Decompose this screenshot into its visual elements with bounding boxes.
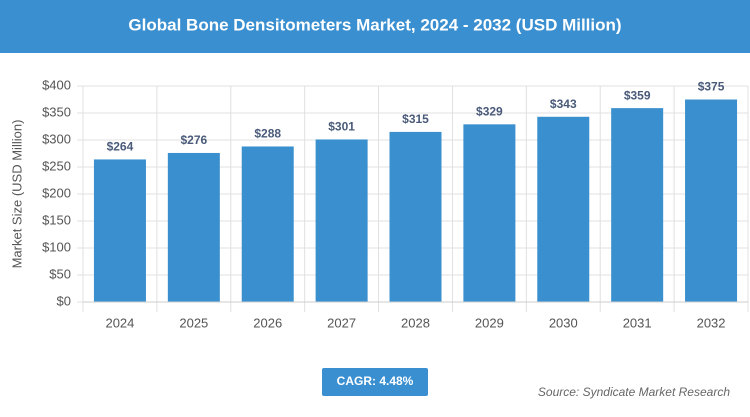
y-tick-label: $250 [42, 158, 71, 173]
title-banner [0, 0, 750, 53]
x-tick-label: 2032 [697, 315, 726, 330]
y-tick-label: $0 [57, 293, 71, 308]
y-tick-label: $350 [42, 104, 71, 119]
bar [93, 159, 146, 302]
cagr-box [322, 368, 428, 396]
bar [463, 124, 516, 302]
y-tick-label: $200 [42, 185, 71, 200]
y-tick-label: $150 [42, 212, 71, 227]
value-label: $359 [624, 88, 651, 102]
y-tick-label: $50 [49, 266, 71, 281]
bar [685, 99, 738, 302]
bar [167, 152, 220, 302]
bar [611, 108, 664, 302]
y-tick-label: $100 [42, 239, 71, 254]
cagr-label: CAGR: 4.48% [337, 374, 414, 388]
value-label: $375 [698, 80, 725, 94]
bar [537, 116, 590, 302]
y-tick-label: $300 [42, 131, 71, 146]
x-tick-label: 2025 [179, 315, 208, 330]
x-tick-label: 2028 [401, 315, 430, 330]
y-axis-label: Market Size (USD Million) [9, 120, 24, 269]
x-tick-label: 2027 [327, 315, 356, 330]
y-tick-label: $400 [42, 77, 71, 92]
value-label: $315 [402, 112, 429, 126]
value-label: $301 [328, 120, 355, 134]
bar [389, 131, 442, 302]
chart-title: Global Bone Densitometers Market, 2024 -… [128, 15, 621, 34]
value-label: $276 [180, 133, 207, 147]
value-label: $288 [254, 127, 281, 141]
value-label: $329 [476, 105, 503, 119]
value-label: $264 [107, 140, 134, 154]
bar [241, 146, 294, 302]
x-tick-label: 2024 [105, 315, 134, 330]
bar [315, 139, 368, 302]
x-tick-label: 2030 [549, 315, 578, 330]
x-tick-label: 2029 [475, 315, 504, 330]
x-tick-label: 2031 [623, 315, 652, 330]
value-label: $343 [550, 97, 577, 111]
x-tick-label: 2026 [253, 315, 282, 330]
source-note: Source: Syndicate Market Research [538, 385, 730, 399]
